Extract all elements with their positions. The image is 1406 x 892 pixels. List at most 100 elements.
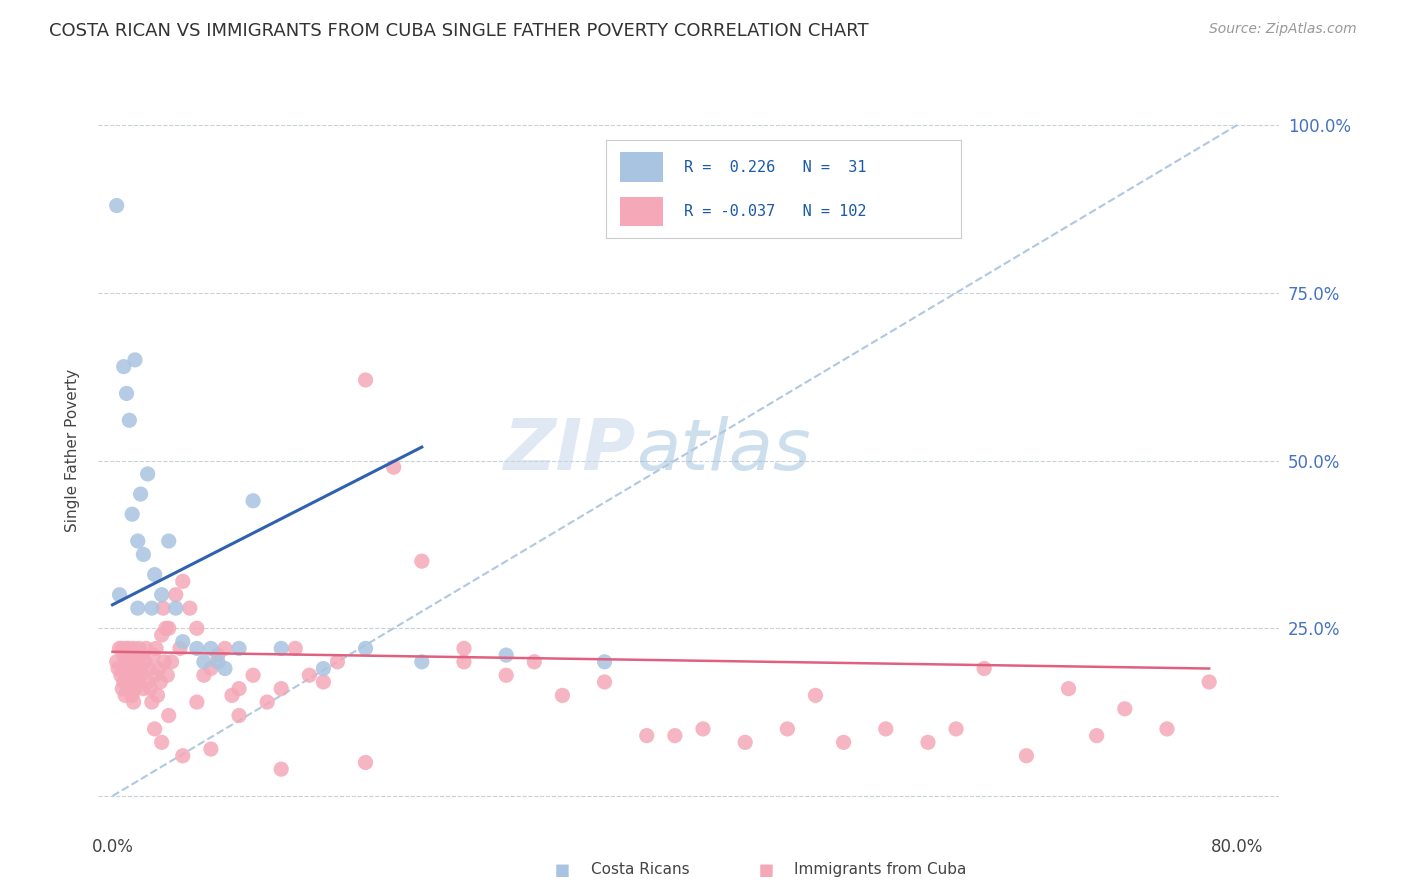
Point: [120, 648, 142, 662]
Point: [141, 695, 163, 709]
Point: [117, 661, 139, 675]
Point: [118, 681, 141, 696]
Point: [111, 641, 134, 656]
Point: [193, 655, 215, 669]
Point: [1057, 681, 1080, 696]
Point: [118, 413, 141, 427]
Point: [776, 722, 799, 736]
Point: [132, 548, 155, 562]
Point: [172, 634, 194, 648]
Point: [121, 689, 143, 703]
Point: [200, 661, 222, 675]
Point: [453, 655, 475, 669]
Point: [148, 661, 170, 675]
Point: [125, 668, 148, 682]
Point: [127, 655, 149, 669]
Point: [115, 668, 138, 682]
Text: Source: ZipAtlas.com: Source: ZipAtlas.com: [1209, 22, 1357, 37]
Point: [131, 648, 153, 662]
Point: [129, 487, 152, 501]
Point: [256, 695, 278, 709]
Point: [593, 655, 616, 669]
Point: [664, 729, 686, 743]
Point: [214, 641, 236, 656]
Point: [127, 675, 149, 690]
Point: [138, 661, 160, 675]
Point: [354, 641, 377, 656]
Point: [242, 668, 264, 682]
Point: [593, 675, 616, 690]
Point: [157, 534, 180, 549]
Point: [221, 689, 243, 703]
Point: [145, 641, 167, 656]
Point: [228, 708, 250, 723]
Point: [1198, 675, 1220, 690]
Point: [132, 681, 155, 696]
Point: [354, 756, 377, 770]
Point: [112, 675, 135, 690]
Point: [150, 588, 173, 602]
Point: [207, 655, 229, 669]
Point: [228, 641, 250, 656]
Point: [172, 574, 194, 589]
Point: [127, 534, 149, 549]
Point: [115, 641, 138, 656]
Point: [382, 460, 405, 475]
Point: [242, 493, 264, 508]
Point: [453, 641, 475, 656]
Point: [186, 621, 208, 635]
Point: [214, 661, 236, 675]
Point: [122, 641, 145, 656]
Point: [832, 735, 855, 749]
Text: Immigrants from Cuba: Immigrants from Cuba: [794, 863, 967, 877]
Point: [134, 655, 156, 669]
Point: [551, 689, 574, 703]
Point: [124, 681, 146, 696]
Point: [298, 668, 321, 682]
Point: [110, 668, 132, 682]
Point: [495, 648, 517, 662]
Point: [165, 601, 187, 615]
Point: [122, 695, 145, 709]
Point: [200, 742, 222, 756]
Point: [128, 641, 150, 656]
Point: [129, 661, 152, 675]
Point: [169, 641, 191, 656]
Point: [111, 681, 134, 696]
Point: [160, 655, 183, 669]
Point: [135, 641, 157, 656]
Point: [150, 628, 173, 642]
Point: [108, 641, 131, 656]
Point: [115, 655, 138, 669]
Point: [692, 722, 714, 736]
Point: [153, 655, 176, 669]
Point: [157, 621, 180, 635]
Text: ▪: ▪: [554, 858, 571, 881]
Point: [165, 588, 187, 602]
Point: [142, 648, 165, 662]
Point: [146, 689, 169, 703]
Point: [136, 467, 159, 481]
Point: [1156, 722, 1178, 736]
Point: [804, 689, 827, 703]
Point: [143, 722, 166, 736]
Point: [186, 695, 208, 709]
Point: [354, 373, 377, 387]
Point: [112, 359, 135, 374]
Point: [636, 729, 658, 743]
Text: atlas: atlas: [636, 416, 810, 485]
Point: [107, 661, 129, 675]
Point: [179, 601, 201, 615]
Point: [105, 198, 128, 212]
Point: [124, 352, 146, 367]
Point: [114, 689, 136, 703]
Point: [124, 655, 146, 669]
Y-axis label: Single Father Poverty: Single Father Poverty: [65, 369, 80, 532]
Point: [121, 507, 143, 521]
Point: [1114, 702, 1136, 716]
Point: [143, 668, 166, 682]
Point: [284, 641, 307, 656]
Point: [193, 668, 215, 682]
Text: COSTA RICAN VS IMMIGRANTS FROM CUBA SINGLE FATHER POVERTY CORRELATION CHART: COSTA RICAN VS IMMIGRANTS FROM CUBA SING…: [49, 22, 869, 40]
Point: [326, 655, 349, 669]
